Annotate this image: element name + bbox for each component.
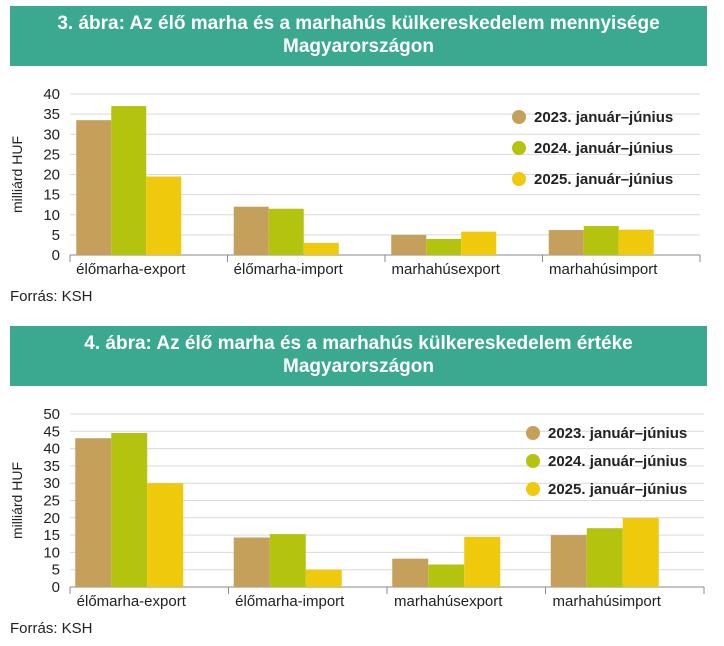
legend-swatch [526,454,540,468]
legend-label: 2024. január–június [534,140,673,157]
bar [305,569,342,587]
x-tick-label: élőmarha-import [234,261,344,278]
y-axis-label: milliárd HUF [9,462,25,539]
legend-label: 2025. január–június [534,171,673,188]
y-tick-label: 45 [43,423,60,440]
y-tick-label: 30 [43,475,60,492]
chart-title: 3. ábra: Az élő marha és a marhahús külk… [10,6,707,66]
bar [426,238,462,255]
y-tick-label: 5 [52,227,60,244]
figure-4: 4. ábra: Az élő marha és a marhahús külk… [0,324,724,646]
y-tick-label: 20 [43,510,60,527]
y-tick-label: 25 [43,493,60,510]
y-tick-label: 40 [43,441,60,458]
bar [303,242,339,255]
legend-swatch [526,426,540,440]
bar [550,535,587,587]
x-tick-label: marhahúsimport [549,261,658,278]
y-tick-label: 25 [43,146,60,163]
y-tick-label: 20 [43,167,60,184]
x-tick-label: marhahúsexport [394,593,503,610]
bar [428,564,465,587]
bar [461,231,497,255]
bar [618,229,654,255]
legend-label: 2023. január–június [534,109,673,126]
y-tick-label: 5 [52,562,60,579]
y-axis-label: milliárd HUF [9,136,25,213]
source-note: Forrás: KSH [10,288,93,305]
chart-title: 4. ábra: Az élő marha és a marhahús külk… [10,326,707,386]
legend-swatch [526,482,540,496]
y-tick-label: 0 [52,579,60,596]
legend-label: 2025. január–június [548,481,687,498]
bar [622,517,659,587]
y-tick-label: 10 [43,544,60,561]
y-tick-label: 35 [43,458,60,475]
bar [586,528,623,587]
bar [146,176,182,255]
legend-label: 2024. január–június [548,453,687,470]
legend-swatch [512,110,526,124]
x-tick-label: élőmarha-export [76,261,186,278]
x-tick-label: marhahúsexport [392,261,501,278]
y-tick-label: 40 [43,86,60,103]
bar [111,433,148,587]
bar [583,226,619,255]
y-tick-label: 10 [43,207,60,224]
x-tick-label: marhahúsimport [553,593,662,610]
bar [464,536,501,587]
y-tick-label: 0 [52,247,60,264]
bar [391,234,427,255]
bar [233,537,270,587]
y-tick-label: 50 [43,406,60,423]
x-tick-label: élőmarha-export [77,593,187,610]
legend-swatch [512,172,526,186]
bar [111,106,147,255]
chart-3-canvas: 0 5 10 15 20 25 30 35 40 milliárd HUF élőmarha-exp… [9,86,701,278]
y-tick-label: 35 [43,106,60,123]
bar [268,208,304,255]
y-tick-label: 15 [43,187,60,204]
bar [76,120,112,255]
bar [269,534,306,587]
bar [392,558,429,587]
bar [147,483,184,587]
bar [75,438,112,587]
x-tick-label: élőmarha-import [235,593,345,610]
y-tick-label: 15 [43,527,60,544]
legend-label: 2023. január–június [548,425,687,442]
y-tick-label: 30 [43,126,60,143]
legend-swatch [512,141,526,155]
figure-3: 3. ábra: Az élő marha és a marhahús külk… [0,0,724,315]
source-note: Forrás: KSH [10,620,93,637]
bar [233,206,269,255]
bar [548,230,584,255]
